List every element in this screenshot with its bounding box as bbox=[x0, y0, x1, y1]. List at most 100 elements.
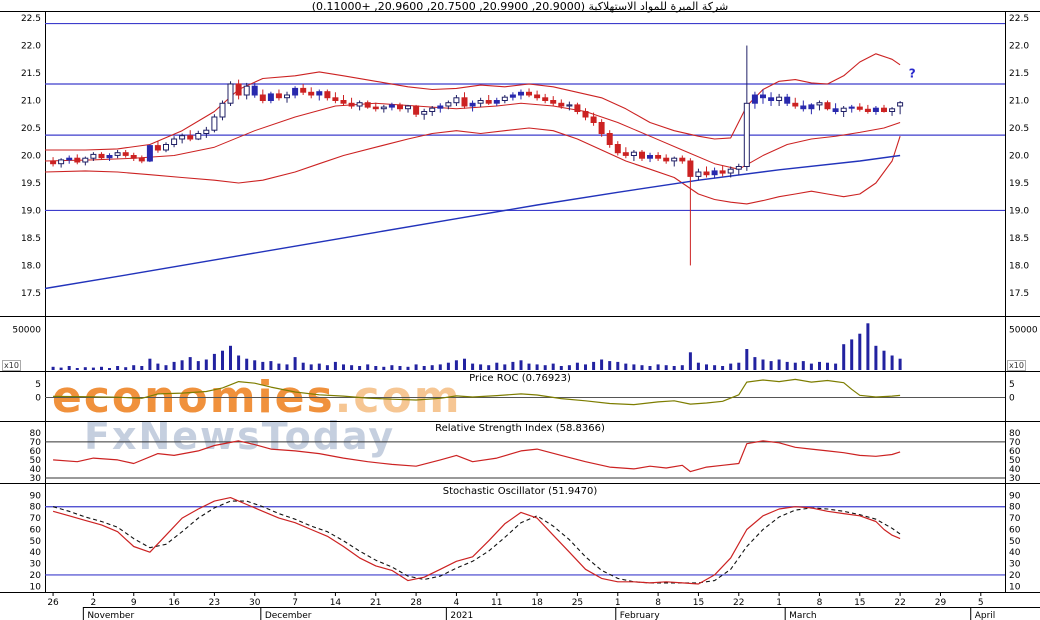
svg-text:40: 40 bbox=[30, 548, 42, 558]
svg-text:18.0: 18.0 bbox=[21, 261, 41, 271]
svg-text:17.5: 17.5 bbox=[21, 289, 41, 299]
svg-text:40: 40 bbox=[1009, 548, 1021, 558]
svg-text:80: 80 bbox=[30, 429, 42, 439]
svg-text:70: 70 bbox=[30, 514, 42, 524]
svg-text:50000: 50000 bbox=[12, 326, 41, 336]
svg-text:80: 80 bbox=[30, 503, 42, 513]
svg-text:21: 21 bbox=[370, 598, 381, 608]
svg-text:8: 8 bbox=[655, 598, 661, 608]
long-moving-average bbox=[44, 154, 901, 290]
bollinger-middle-band bbox=[44, 102, 901, 170]
volume-scale-multiplier-left: x10 bbox=[2, 360, 21, 371]
svg-text:18: 18 bbox=[531, 598, 543, 608]
svg-text:1: 1 bbox=[776, 598, 782, 608]
svg-text:40: 40 bbox=[1009, 465, 1021, 475]
svg-text:30: 30 bbox=[30, 474, 42, 484]
svg-text:50: 50 bbox=[1009, 456, 1021, 466]
svg-text:22: 22 bbox=[733, 598, 744, 608]
svg-text:25: 25 bbox=[572, 598, 583, 608]
svg-text:20.5: 20.5 bbox=[21, 124, 41, 134]
svg-text:7: 7 bbox=[292, 598, 298, 608]
svg-text:50: 50 bbox=[1009, 537, 1021, 547]
svg-text:18.5: 18.5 bbox=[1009, 234, 1029, 244]
svg-text:21.5: 21.5 bbox=[21, 69, 41, 79]
svg-text:0: 0 bbox=[1009, 394, 1015, 404]
svg-text:20.0: 20.0 bbox=[21, 151, 41, 161]
candles-layer bbox=[50, 45, 904, 266]
price-roc-line bbox=[53, 378, 901, 406]
bollinger-upper-band bbox=[45, 53, 901, 151]
date-axis: 26 2 9 16 23 30 7 14 21 28 4 11 18 25 1 8 15 22 1 8 15 22 29 5N… bbox=[47, 592, 1040, 620]
stochastic-k-line bbox=[52, 497, 901, 585]
svg-text:40: 40 bbox=[30, 465, 42, 475]
bollinger-lower-band bbox=[44, 127, 901, 205]
svg-text:2021: 2021 bbox=[450, 611, 473, 620]
svg-text:70: 70 bbox=[1009, 514, 1021, 524]
volume-layer bbox=[51, 323, 902, 370]
svg-text:20.0: 20.0 bbox=[1009, 151, 1029, 161]
svg-text:16: 16 bbox=[168, 598, 180, 608]
svg-text:19.5: 19.5 bbox=[21, 179, 41, 189]
svg-text:20: 20 bbox=[30, 571, 42, 581]
rsi-line bbox=[53, 440, 901, 473]
svg-text:60: 60 bbox=[1009, 447, 1021, 457]
svg-text:23: 23 bbox=[209, 598, 220, 608]
svg-text:50: 50 bbox=[30, 456, 42, 466]
svg-text:50000: 50000 bbox=[1009, 326, 1038, 336]
svg-text:4: 4 bbox=[454, 598, 460, 608]
svg-text:9: 9 bbox=[131, 598, 137, 608]
svg-text:26: 26 bbox=[47, 598, 59, 608]
stochastic-layer bbox=[45, 497, 1005, 585]
svg-text:22.0: 22.0 bbox=[21, 42, 41, 52]
svg-text:17.5: 17.5 bbox=[1009, 289, 1029, 299]
volume-scale-multiplier-right: x10 bbox=[1007, 360, 1026, 371]
svg-text:April: April bbox=[975, 611, 996, 620]
svg-text:5: 5 bbox=[1009, 380, 1015, 390]
svg-text:90: 90 bbox=[30, 491, 42, 501]
svg-text:10: 10 bbox=[1009, 582, 1021, 592]
svg-text:15: 15 bbox=[693, 598, 704, 608]
stochastic-d-line bbox=[52, 500, 901, 584]
svg-text:18.5: 18.5 bbox=[21, 234, 41, 244]
svg-text:30: 30 bbox=[30, 560, 42, 570]
svg-text:80: 80 bbox=[1009, 503, 1021, 513]
svg-text:8: 8 bbox=[817, 598, 823, 608]
svg-text:60: 60 bbox=[1009, 525, 1021, 535]
svg-text:December: December bbox=[265, 611, 312, 620]
svg-text:90: 90 bbox=[1009, 491, 1021, 501]
svg-text:0: 0 bbox=[35, 394, 41, 404]
svg-text:5: 5 bbox=[978, 598, 984, 608]
svg-text:19.0: 19.0 bbox=[21, 206, 41, 216]
svg-text:22.0: 22.0 bbox=[1009, 42, 1029, 52]
svg-text:February: February bbox=[620, 611, 661, 620]
svg-text:21.0: 21.0 bbox=[21, 97, 41, 107]
svg-text:11: 11 bbox=[491, 598, 502, 608]
svg-text:22.5: 22.5 bbox=[1009, 14, 1029, 24]
svg-text:29: 29 bbox=[935, 598, 947, 608]
svg-text:70: 70 bbox=[1009, 438, 1021, 448]
chart-title: شركة الميرة للمواد الاستهلاكية (20.9000,… bbox=[311, 0, 729, 13]
svg-text:19.0: 19.0 bbox=[1009, 206, 1029, 216]
overlay-lines bbox=[44, 53, 901, 290]
axis-labels: 22.5 22.5 22.0 22.0 21.5 21.5 21.0 21.0 20.5 20.5… bbox=[12, 14, 1038, 592]
svg-text:20.5: 20.5 bbox=[1009, 124, 1029, 134]
support-resistance-lines bbox=[45, 22, 1005, 212]
svg-text:50: 50 bbox=[30, 537, 42, 547]
svg-text:20: 20 bbox=[1009, 571, 1021, 581]
svg-text:28: 28 bbox=[410, 598, 422, 608]
svg-text:22: 22 bbox=[894, 598, 905, 608]
svg-text:5: 5 bbox=[35, 380, 41, 390]
svg-text:30: 30 bbox=[1009, 560, 1021, 570]
svg-text:21.5: 21.5 bbox=[1009, 69, 1029, 79]
svg-text:22.5: 22.5 bbox=[21, 14, 41, 24]
svg-text:60: 60 bbox=[30, 525, 42, 535]
svg-text:15: 15 bbox=[854, 598, 865, 608]
roc-layer bbox=[45, 378, 1005, 406]
svg-text:1: 1 bbox=[615, 598, 621, 608]
panel-borders bbox=[0, 11, 1040, 593]
svg-text:70: 70 bbox=[30, 438, 42, 448]
svg-text:30: 30 bbox=[1009, 474, 1021, 484]
svg-text:19.5: 19.5 bbox=[1009, 179, 1029, 189]
